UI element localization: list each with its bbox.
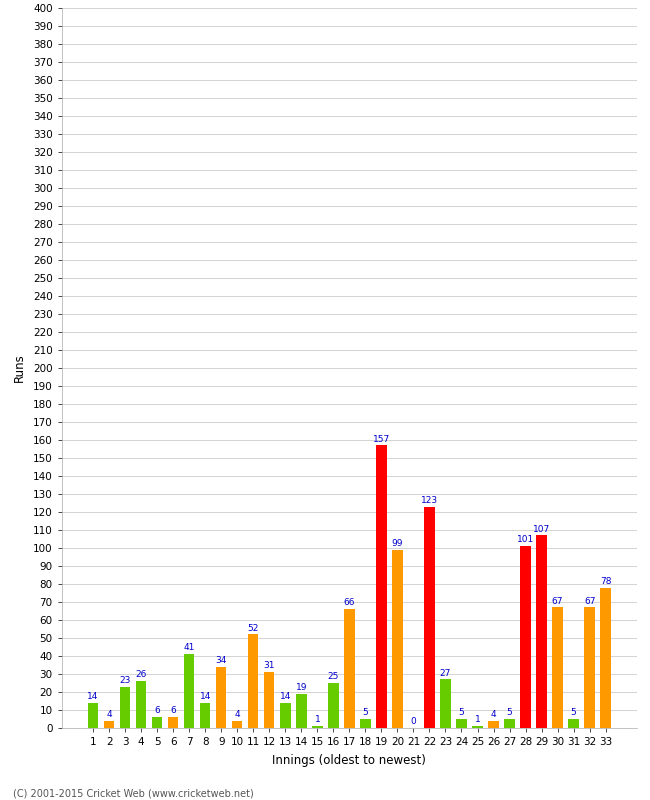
Text: 66: 66: [344, 598, 355, 607]
X-axis label: Innings (oldest to newest): Innings (oldest to newest): [272, 754, 426, 767]
Text: 4: 4: [491, 710, 497, 719]
Text: 5: 5: [506, 708, 512, 718]
Bar: [440, 679, 450, 728]
Bar: [584, 607, 595, 728]
Text: 14: 14: [280, 692, 291, 701]
Bar: [552, 607, 563, 728]
Text: 0: 0: [411, 718, 416, 726]
Bar: [360, 719, 370, 728]
Bar: [521, 546, 531, 728]
Bar: [120, 686, 131, 728]
Bar: [504, 719, 515, 728]
Y-axis label: Runs: Runs: [13, 354, 26, 382]
Bar: [168, 718, 178, 728]
Bar: [376, 446, 387, 728]
Text: 25: 25: [328, 672, 339, 682]
Text: 67: 67: [584, 597, 595, 606]
Bar: [200, 703, 211, 728]
Text: 26: 26: [135, 670, 147, 679]
Text: 4: 4: [107, 710, 112, 719]
Text: 14: 14: [200, 692, 211, 701]
Text: 67: 67: [552, 597, 564, 606]
Bar: [88, 703, 98, 728]
Text: 31: 31: [263, 662, 275, 670]
Text: 4: 4: [235, 710, 240, 719]
Bar: [184, 654, 194, 728]
Bar: [601, 587, 611, 728]
Bar: [280, 703, 291, 728]
Bar: [136, 682, 146, 728]
Text: 27: 27: [440, 669, 451, 678]
Text: 123: 123: [421, 496, 438, 505]
Bar: [312, 726, 322, 728]
Text: 14: 14: [87, 692, 99, 701]
Bar: [536, 535, 547, 728]
Bar: [568, 719, 578, 728]
Text: 23: 23: [120, 676, 131, 685]
Text: 157: 157: [373, 434, 390, 443]
Bar: [232, 721, 242, 728]
Bar: [424, 506, 435, 728]
Text: 99: 99: [392, 539, 403, 548]
Text: 5: 5: [571, 708, 577, 718]
Bar: [152, 718, 162, 728]
Text: 101: 101: [517, 535, 534, 545]
Bar: [488, 721, 499, 728]
Text: 6: 6: [154, 706, 160, 715]
Text: 6: 6: [170, 706, 176, 715]
Bar: [216, 667, 226, 728]
Text: 41: 41: [183, 643, 195, 653]
Text: 1: 1: [315, 715, 320, 725]
Bar: [264, 672, 274, 728]
Bar: [248, 634, 259, 728]
Text: 78: 78: [600, 577, 612, 586]
Bar: [104, 721, 114, 728]
Text: 5: 5: [363, 708, 369, 718]
Bar: [456, 719, 467, 728]
Text: 52: 52: [248, 624, 259, 633]
Bar: [473, 726, 483, 728]
Text: (C) 2001-2015 Cricket Web (www.cricketweb.net): (C) 2001-2015 Cricket Web (www.cricketwe…: [13, 788, 254, 798]
Text: 5: 5: [459, 708, 464, 718]
Text: 1: 1: [474, 715, 480, 725]
Text: 19: 19: [296, 683, 307, 692]
Bar: [344, 610, 355, 728]
Bar: [328, 683, 339, 728]
Text: 107: 107: [533, 525, 550, 534]
Bar: [296, 694, 307, 728]
Text: 34: 34: [216, 656, 227, 665]
Bar: [392, 550, 402, 728]
